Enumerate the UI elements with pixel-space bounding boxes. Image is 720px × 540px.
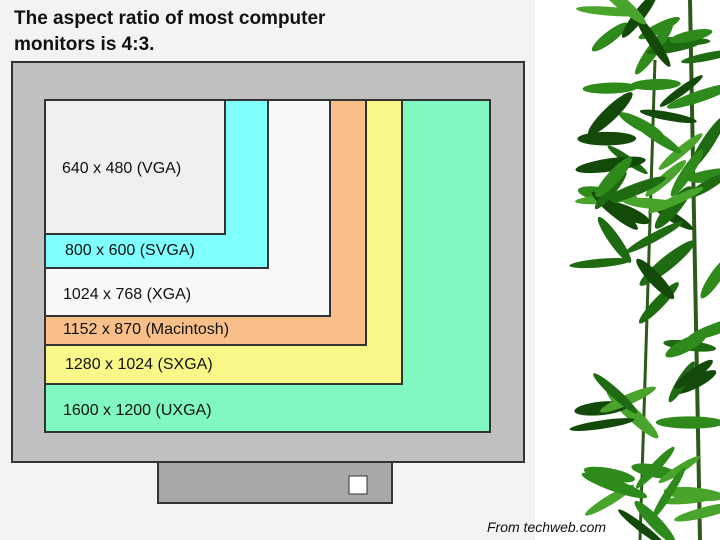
bamboo-part [630,118,682,154]
bamboo-part [583,466,635,483]
bamboo-part [636,258,675,300]
bamboo-part [581,472,648,499]
source: From techweb.com [487,519,606,535]
bamboo-part [655,416,720,429]
bamboo-part [674,502,720,522]
bamboo-part [630,78,681,91]
bamboo-part [647,187,704,214]
resolution-label: 1024 x 768 (XGA) [63,286,191,303]
bamboo-part [687,317,720,341]
box-vga [44,99,226,235]
bamboo-part [666,84,720,109]
bamboo-part [635,446,675,489]
bamboo-part [588,92,633,136]
bamboo-part [625,221,683,254]
bamboo-part [600,176,666,205]
resolution-label: 640 x 480 (VGA) [62,160,181,177]
resolution-label: 1152 x 870 (Macintosh) [63,321,229,338]
bamboo-part [638,59,657,540]
bamboo-part [670,149,704,197]
bamboo-part [591,22,629,52]
resolution-boxes [44,99,491,433]
bamboo-part [658,456,700,484]
bamboo-part [597,216,632,263]
bamboo-part [659,75,703,107]
resolution-label: 1600 x 1200 (UXGA) [63,402,212,419]
title-line: monitors is 4:3. [14,34,154,55]
bamboo-part [688,0,702,540]
bamboo-part [700,257,720,299]
bamboo-part [639,109,697,124]
bamboo-part [669,28,713,44]
power-button [348,475,368,495]
bamboo-part [577,131,637,146]
bamboo-part [595,157,632,198]
bamboo-part [593,373,638,414]
bamboo-part [674,359,713,389]
bamboo-part [645,160,687,197]
bamboo-part [569,258,631,269]
bamboo-part [662,494,719,505]
bamboo-part [673,370,717,395]
bamboo-part [582,82,638,94]
bamboo-part [594,0,646,25]
bamboo-part [634,500,676,540]
bamboo-part [681,49,720,64]
bamboo-part [686,168,720,183]
title-line: The aspect ratio of most computer [14,8,326,29]
resolution-label: 800 x 600 (SVGA) [65,242,195,259]
bamboo-part [651,467,686,520]
resolution-label: 1280 x 1024 (SXGA) [65,356,213,373]
bamboo-part [569,418,635,431]
bamboo-decoration [569,0,720,540]
bamboo-part [635,14,671,67]
bamboo-part [618,509,666,540]
